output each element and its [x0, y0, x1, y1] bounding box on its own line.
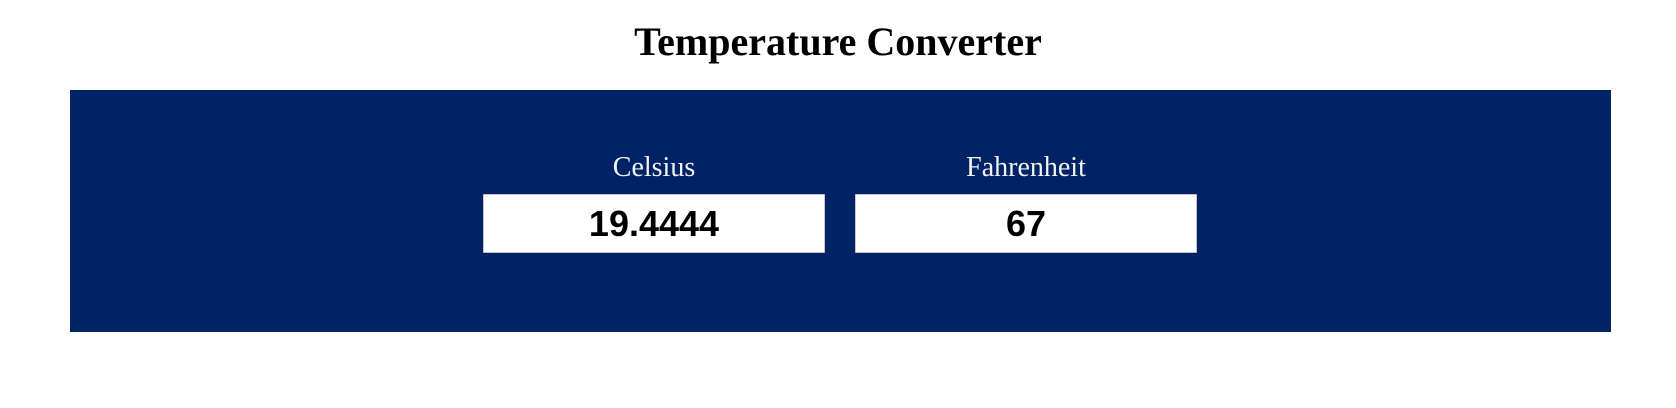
- fahrenheit-field: Fahrenheit: [855, 150, 1197, 253]
- celsius-input[interactable]: [483, 194, 825, 253]
- celsius-label: Celsius: [612, 152, 696, 183]
- fahrenheit-label: Fahrenheit: [966, 152, 1086, 183]
- fahrenheit-input[interactable]: [855, 194, 1197, 253]
- page-title: Temperature Converter: [634, 19, 1042, 64]
- converter-panel: Celsius Fahrenheit: [70, 90, 1611, 332]
- celsius-field: Celsius: [483, 150, 825, 253]
